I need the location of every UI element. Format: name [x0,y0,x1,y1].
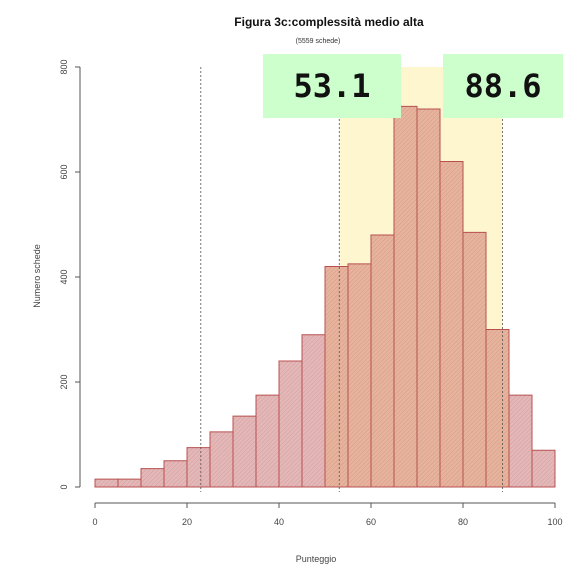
y-tick-label: 200 [59,374,69,389]
histogram-bar [508,394,533,488]
bar-outline [508,394,533,488]
histogram-bar [186,447,211,488]
histogram-bar [117,478,142,488]
bar-outline [117,478,142,488]
bar-outline [94,478,119,488]
bar-outline [370,234,395,488]
bar-outline [347,263,372,488]
x-tick-label: 0 [92,517,97,527]
histogram-bar [324,266,349,488]
y-axis-label: Numero schede [32,244,42,308]
bar-outline [485,329,510,488]
histogram-bar [416,108,441,488]
bar-outline [439,161,464,488]
y-axis: 0 200 400 600 800 [59,59,81,490]
bar-outline [278,360,303,488]
histogram-bar [209,431,234,488]
histogram-bar [531,449,556,488]
callout-53-1: 53.1 [263,54,401,118]
histogram-bar [278,360,303,488]
bar-outline [232,415,257,488]
x-tick-label: 100 [547,517,562,527]
bars-group [94,105,556,488]
histogram-bar [462,231,487,488]
chart-subtitle: (5559 schede) [296,38,341,45]
bar-outline [140,468,165,488]
bar-outline [163,460,188,488]
histogram-bar [370,234,395,488]
x-tick-label: 80 [458,517,468,527]
x-axis: 0 20 40 60 80 100 [92,502,563,527]
bar-outline [531,449,556,488]
callout-88-6: 88.6 [443,54,563,118]
bar-outline [416,108,441,488]
bar-outline [209,431,234,488]
y-tick-label: 0 [59,484,69,489]
x-tick-label: 60 [366,517,376,527]
histogram-bar [255,394,280,488]
histogram-bar [232,415,257,488]
bar-outline [393,105,418,488]
histogram-bar [301,334,326,488]
histogram-bar [439,161,464,488]
bar-outline [255,394,280,488]
chart-title: Figura 3c:complessità medio alta [234,15,424,29]
x-tick-label: 40 [274,517,284,527]
histogram-bar [393,105,418,488]
histogram-bar [485,329,510,488]
histogram-bar [140,468,165,488]
histogram-bar [163,460,188,488]
bar-outline [462,231,487,488]
y-tick-label: 600 [59,164,69,179]
reference-lines-group [200,67,503,492]
x-axis-label: Punteggio [296,554,337,564]
y-tick-label: 400 [59,269,69,284]
histogram-bar [347,263,372,488]
y-tick-label: 800 [59,59,69,74]
histogram-bar [94,478,119,488]
bar-outline [324,266,349,488]
bar-outline [186,447,211,488]
x-tick-label: 20 [182,517,192,527]
bar-outline [301,334,326,488]
